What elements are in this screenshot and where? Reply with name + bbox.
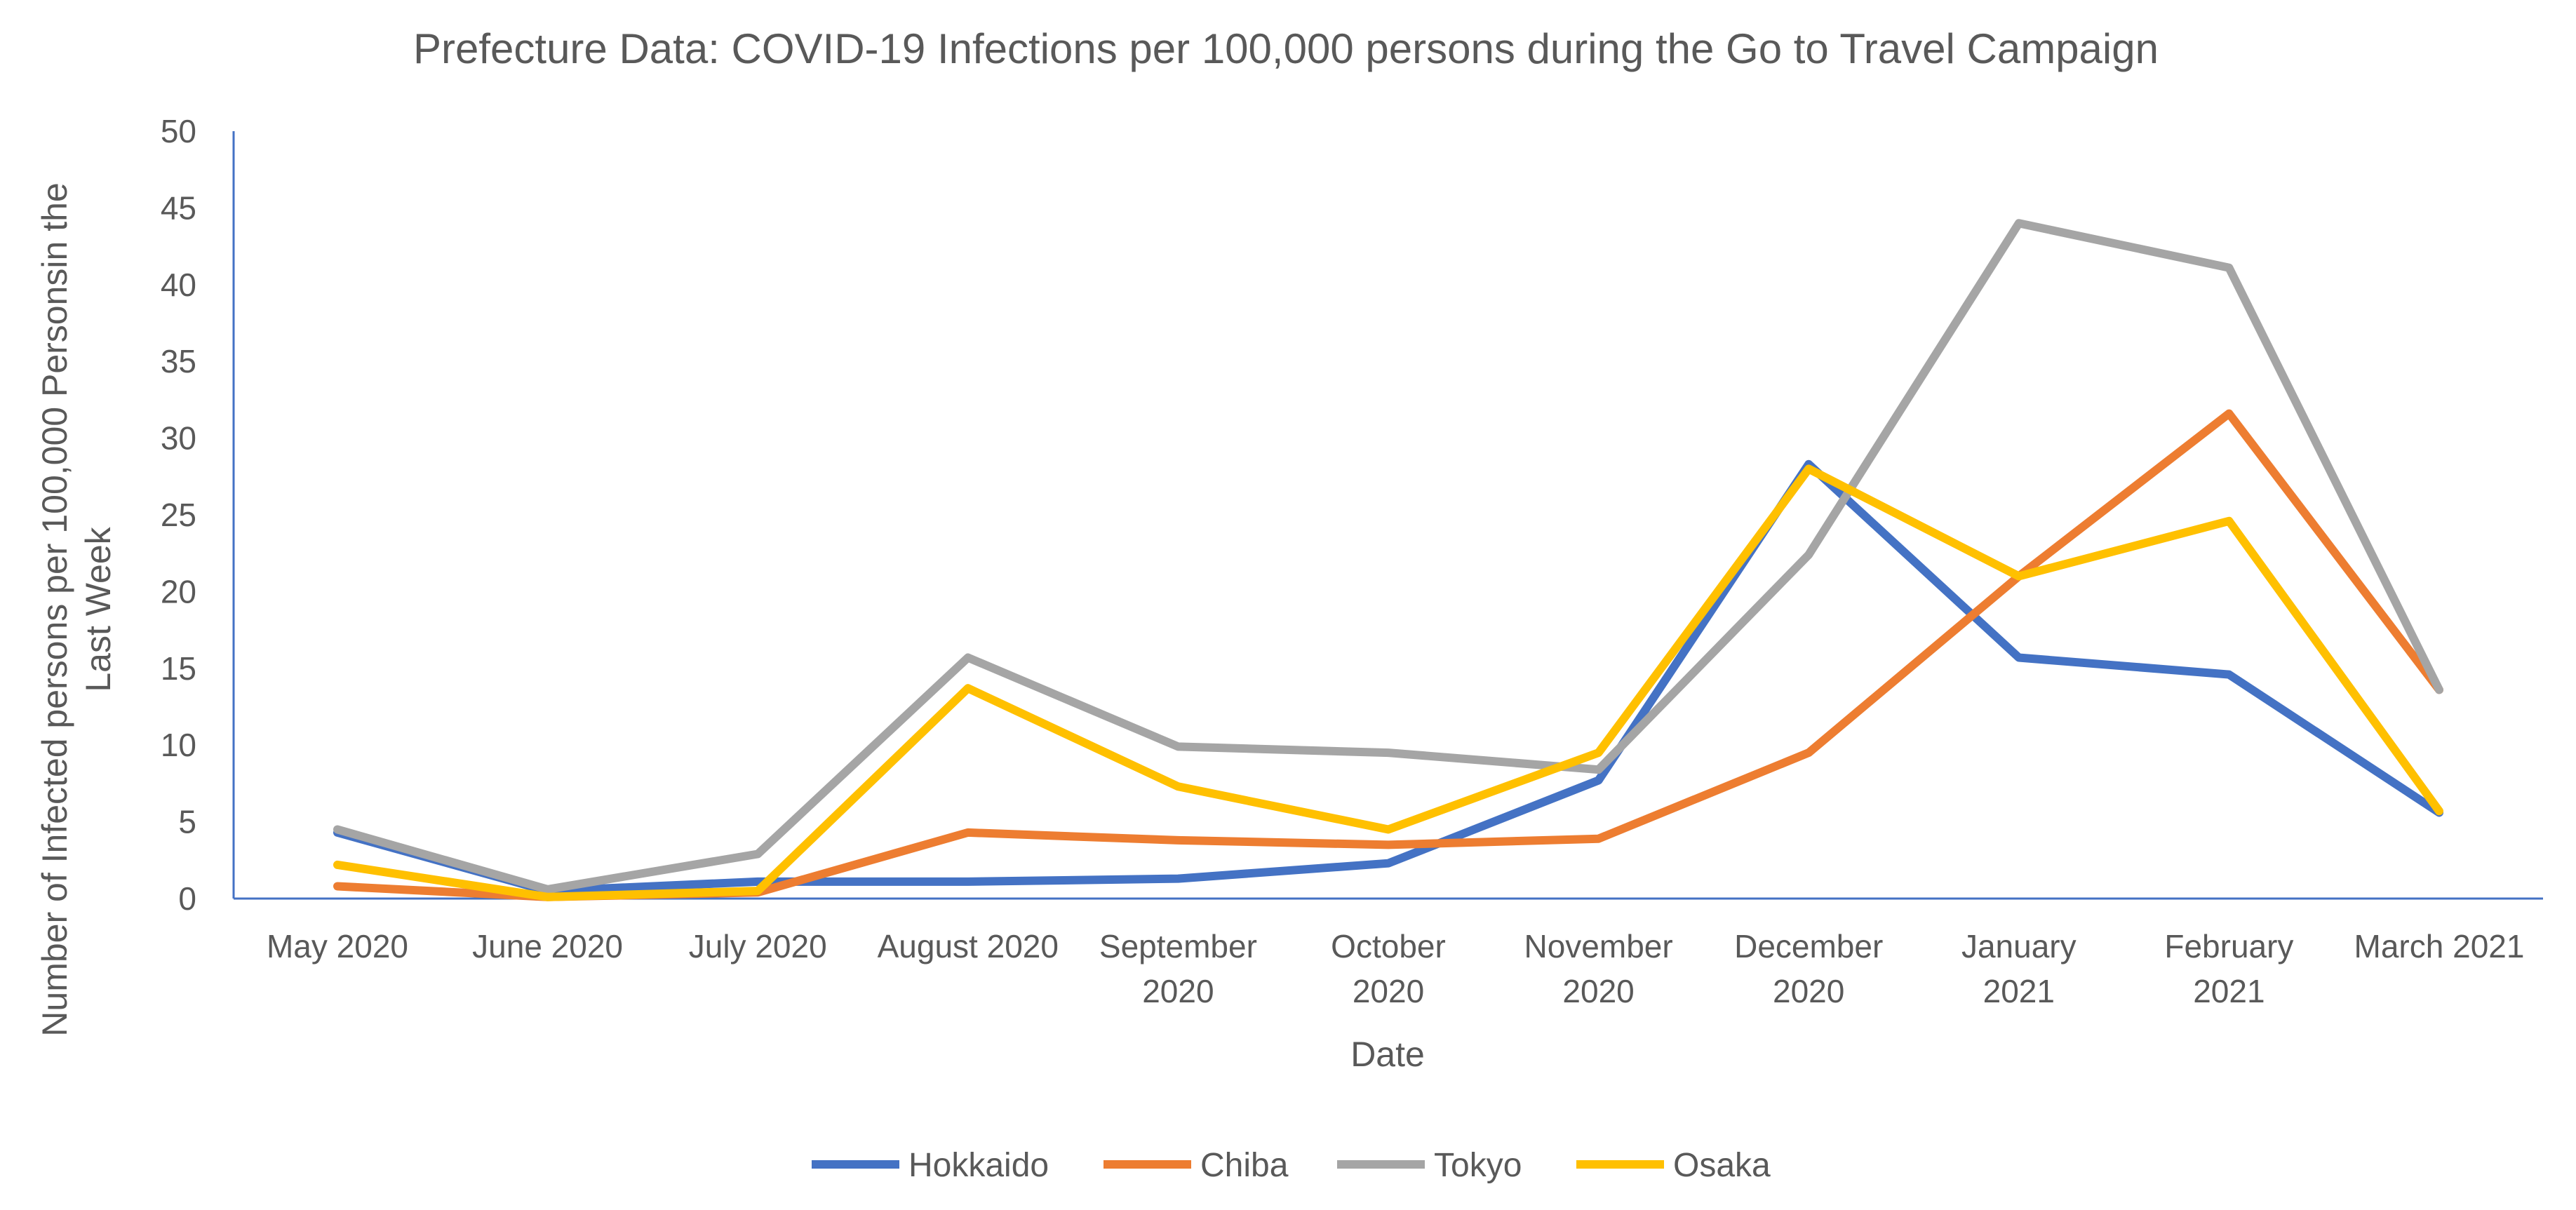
legend-label-hokkaido: Hokkaido xyxy=(908,1147,1049,1184)
x-tick-label: 2020 xyxy=(1142,973,1214,1009)
x-tick-label: 2021 xyxy=(2193,973,2265,1009)
x-tick-label: December xyxy=(1734,928,1883,964)
series-line-tokyo xyxy=(333,219,2443,894)
legend: Hokkaido Chiba Tokyo Osaka xyxy=(812,1147,1771,1184)
x-tick-label: 2020 xyxy=(1562,973,1634,1009)
x-tick-label: October xyxy=(1331,928,1446,964)
x-tick-label: 2020 xyxy=(1353,973,1424,1009)
y-tick-label: 50 xyxy=(161,113,196,149)
legend-label-osaka: Osaka xyxy=(1673,1147,1771,1184)
y-axis-title-line: Last Week xyxy=(79,526,118,692)
series-lines xyxy=(333,219,2443,901)
y-tick-label: 0 xyxy=(178,880,196,917)
chart-title: Prefecture Data: COVID-19 Infections per… xyxy=(413,25,2159,72)
x-tick-label: November xyxy=(1524,928,1672,964)
x-tick-label: 2021 xyxy=(1983,973,2055,1009)
x-tick-label: August 2020 xyxy=(878,928,1059,964)
y-tick-label: 5 xyxy=(178,804,196,840)
series-line-chiba xyxy=(333,409,2443,901)
legend-label-tokyo: Tokyo xyxy=(1434,1147,1522,1184)
x-tick-label: September xyxy=(1099,928,1257,964)
series-line-osaka xyxy=(333,464,2443,901)
y-tick-label: 25 xyxy=(161,497,196,533)
legend-label-chiba: Chiba xyxy=(1200,1147,1289,1184)
x-tick-label: February xyxy=(2164,928,2293,964)
y-tick-label: 30 xyxy=(161,420,196,457)
y-axis-title: Number of Infected persons per 100,000 P… xyxy=(35,182,118,1036)
x-tick-label: January xyxy=(1961,928,2077,964)
x-axis-title: Date xyxy=(1350,1035,1425,1074)
y-axis: 0 5 10 15 20 25 30 35 40 45 50 xyxy=(161,113,235,917)
x-tick-label: May 2020 xyxy=(267,928,408,964)
y-axis-title-line: Number of Infected persons per 100,000 P… xyxy=(35,182,74,1036)
x-axis: May 2020 June 2020 July 2020 August 2020 Sep… xyxy=(234,897,2543,1009)
y-tick-label: 40 xyxy=(161,267,196,303)
x-tick-label: March 2021 xyxy=(2354,928,2525,964)
y-tick-label: 45 xyxy=(161,189,196,226)
y-tick-label: 35 xyxy=(161,343,196,379)
series-line-hokkaido xyxy=(333,459,2443,896)
y-tick-label: 10 xyxy=(161,727,196,763)
x-tick-label: July 2020 xyxy=(689,928,827,964)
x-tick-label: June 2020 xyxy=(472,928,623,964)
y-tick-label: 15 xyxy=(161,650,196,687)
y-tick-label: 20 xyxy=(161,573,196,610)
x-tick-label: 2020 xyxy=(1773,973,1844,1009)
